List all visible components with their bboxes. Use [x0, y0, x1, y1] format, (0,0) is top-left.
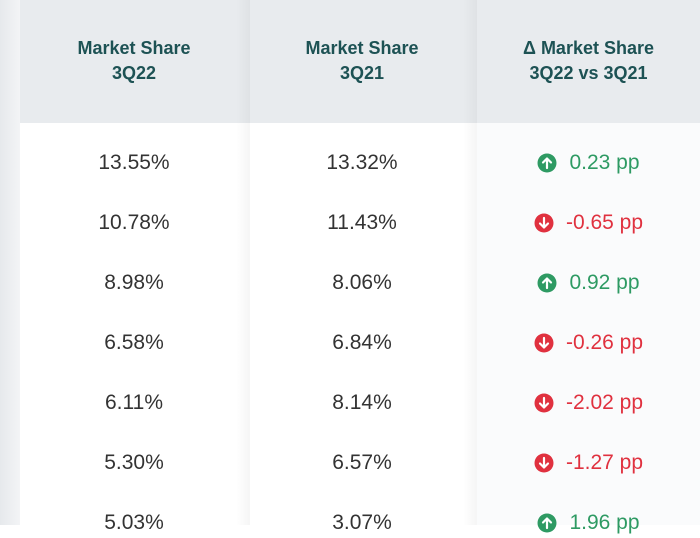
trend-icon	[537, 273, 557, 293]
delta-value: -2.02 pp	[565, 391, 644, 414]
header-band	[20, 0, 700, 123]
delta-cell: -0.65 pp	[477, 208, 700, 238]
delta-cell: -2.02 pp	[477, 388, 700, 418]
delta-value: 1.96 pp	[569, 511, 640, 534]
trend-icon	[534, 453, 554, 473]
trend-icon	[537, 153, 557, 173]
header-line: 3Q21	[339, 63, 385, 83]
header-line: Market Share	[305, 38, 419, 58]
delta-cell: 0.23 pp	[477, 148, 700, 178]
delta-cell: 1.96 pp	[477, 508, 700, 538]
header-line: Δ Market Share	[523, 38, 654, 58]
column-divider	[463, 0, 477, 525]
delta-cell: -0.26 pp	[477, 328, 700, 358]
share-cell: 13.32%	[326, 151, 398, 174]
share-cell: 6.57%	[332, 451, 392, 474]
header-line: 3Q22 vs 3Q21	[529, 63, 648, 83]
column-divider	[236, 0, 250, 525]
share-cell: 3.07%	[332, 511, 392, 534]
trend-icon	[534, 333, 554, 353]
header-line: Market Share	[77, 38, 191, 58]
column-header: Δ Market Share 3Q22 vs 3Q21	[477, 36, 700, 86]
column-header: Market Share 3Q22	[20, 36, 248, 86]
column-header: Market Share 3Q21	[248, 36, 476, 86]
share-cell: 13.55%	[98, 151, 170, 174]
highlight-column	[477, 123, 700, 525]
delta-value: -1.27 pp	[565, 451, 644, 474]
delta-cell: 0.92 pp	[477, 268, 700, 298]
share-cell: 5.30%	[104, 451, 164, 474]
share-cell: 6.11%	[105, 391, 163, 414]
trend-icon	[537, 513, 557, 533]
share-cell: 8.06%	[332, 271, 392, 294]
delta-value: -0.26 pp	[565, 331, 644, 354]
trend-icon	[534, 393, 554, 413]
header-line: 3Q22	[111, 63, 157, 83]
delta-value: 0.92 pp	[569, 271, 640, 294]
delta-cell: -1.27 pp	[477, 448, 700, 478]
share-cell: 8.98%	[104, 271, 164, 294]
trend-icon	[534, 213, 554, 233]
share-cell: 11.43%	[327, 211, 397, 234]
share-cell: 8.14%	[332, 391, 392, 414]
share-cell: 10.78%	[98, 211, 170, 234]
left-strip	[0, 0, 20, 525]
share-cell: 6.58%	[104, 331, 164, 354]
delta-value: -0.65 pp	[565, 211, 644, 234]
share-cell: 5.03%	[104, 511, 164, 534]
delta-value: 0.23 pp	[569, 151, 640, 174]
share-cell: 6.84%	[332, 331, 392, 354]
